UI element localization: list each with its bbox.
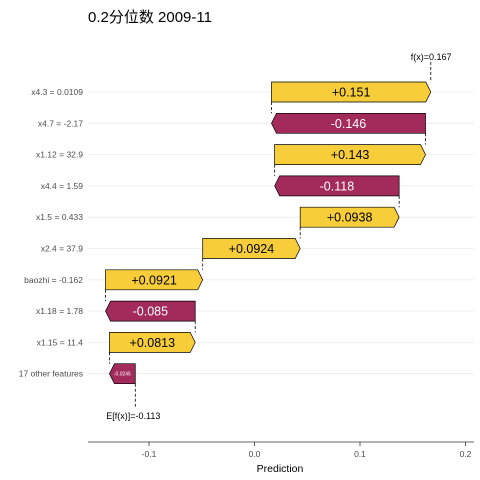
connectors: [105, 62, 432, 408]
bar-1: [271, 81, 432, 103]
bar-value-label: +0.151: [332, 86, 371, 100]
y-tick-label: x1.15 = 11.4: [37, 337, 84, 347]
bar-6: [202, 238, 301, 259]
y-tick-label: x1.18 = 1.78: [36, 306, 83, 316]
bar-10: [109, 363, 136, 385]
x-tick-label: 0.2: [460, 449, 472, 459]
x-tick-label: 0.0: [249, 449, 261, 459]
y-tick-label: x1.12 = 32.9: [36, 150, 83, 160]
bar-value-label: +0.143: [331, 148, 370, 162]
bar-7: [105, 269, 204, 291]
base-value-label: E[f(x)]=-0.113: [106, 411, 160, 421]
bar-value-label: -0.146: [331, 117, 366, 131]
gridlines: [88, 91, 474, 375]
bar-3: [274, 144, 426, 165]
y-tick-label: x2.4 = 37.9: [41, 244, 84, 254]
y-tick-label: 17 other features: [19, 369, 83, 379]
x-axis: -0.1 0.0 0.1 0.2: [88, 441, 474, 459]
bar-value-label: -0.085: [133, 305, 168, 319]
bars: [105, 81, 432, 385]
bar-value-label: +0.0921: [131, 273, 177, 287]
bar-8: [105, 300, 196, 322]
bar-9: [109, 332, 196, 353]
y-tick-label: x4.7 = -2.17: [38, 118, 83, 128]
y-tick-label: baozhi = -0.162: [24, 275, 83, 285]
bar-value-label: +0.0938: [327, 211, 373, 225]
bar-labels: +0.151 -0.146 +0.143 -0.118 +0.0938 +0.0924 +0…: [114, 86, 373, 378]
y-tick-label: x1.5 = 0.433: [36, 212, 83, 222]
bar-value-label: -0.0245: [114, 372, 131, 378]
x-tick-label: -0.1: [142, 449, 157, 459]
bar-value-label: -0.118: [320, 179, 355, 193]
y-axis-labels: x4.3 = 0.0109 x4.7 = -2.17 x1.12 = 32.9 x4.…: [19, 87, 84, 379]
x-axis-title: Prediction: [257, 463, 304, 475]
bar-value-label: +0.0813: [130, 336, 176, 350]
x-tick-label: 0.1: [354, 449, 366, 459]
y-tick-label: x4.3 = 0.0109: [31, 87, 83, 97]
chart-title: 0.2分位数 2009-11: [88, 9, 212, 26]
bar-value-label: +0.0924: [229, 242, 275, 256]
bar-5: [299, 206, 400, 228]
y-tick-label: x4.4 = 1.59: [41, 181, 84, 191]
final-value-label: f(x)=0.167: [411, 52, 452, 62]
bar-2: [271, 112, 426, 134]
bar-4: [274, 175, 400, 197]
